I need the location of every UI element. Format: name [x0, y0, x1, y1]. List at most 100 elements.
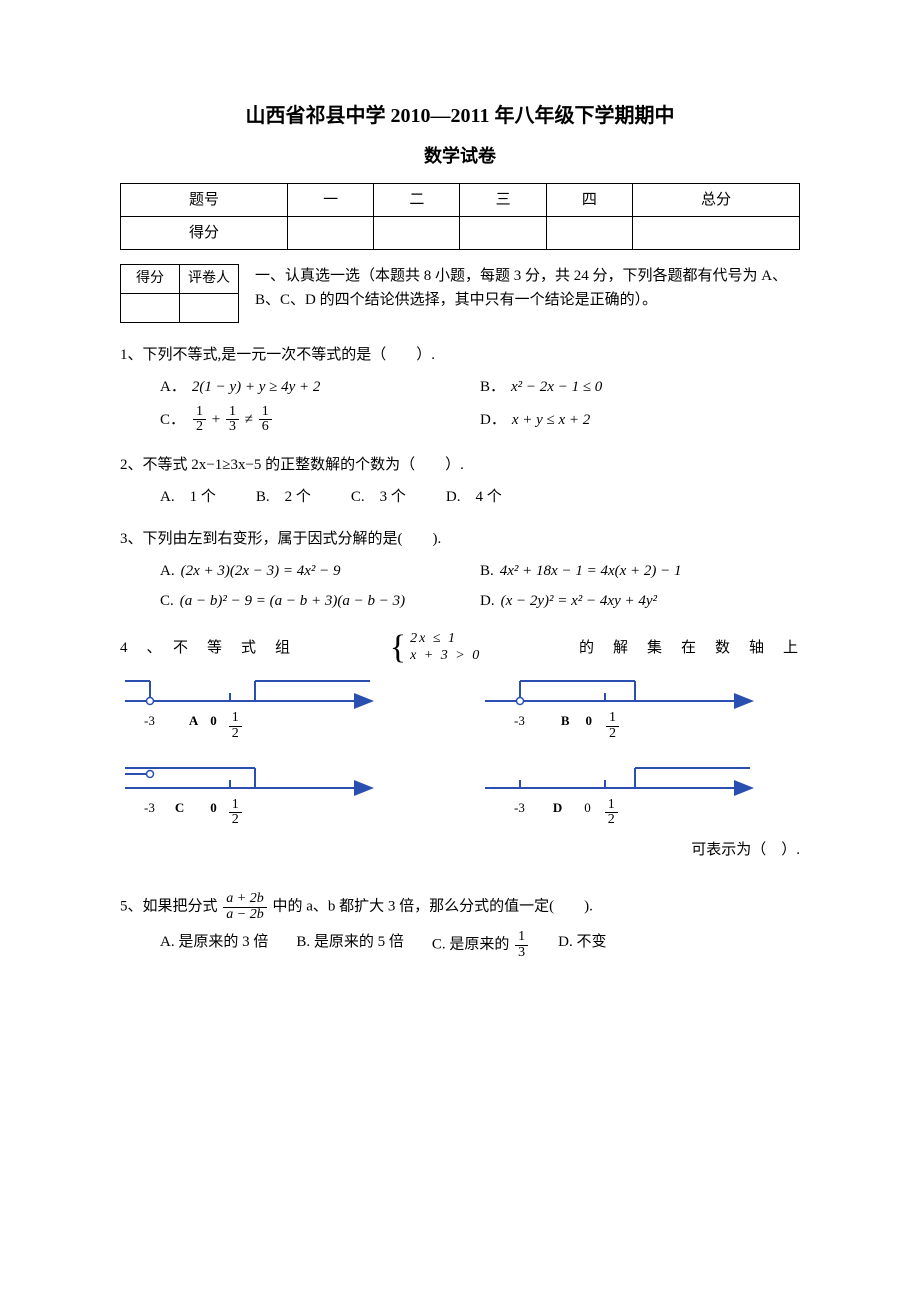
- question-3-options: A. (2x + 3)(2x − 3) = 4x² − 9 B. 4x² + 1…: [160, 559, 800, 613]
- option-math: 4x² + 18x − 1 = 4x(x + 2) − 1: [500, 559, 682, 583]
- grader-cell: 评卷人: [180, 264, 239, 293]
- option-a: A. 1 个: [160, 485, 216, 509]
- question-2-options: A. 1 个 B. 2 个 C. 3 个 D. 4 个: [160, 485, 800, 509]
- tick-label: 0: [584, 798, 591, 828]
- number-line-icon: [120, 762, 380, 800]
- score-cell: [374, 216, 460, 249]
- option-c: C. 3 个: [351, 485, 406, 509]
- q4-right: 的 解 集 在 数 轴 上: [579, 636, 800, 660]
- brace-icon: {: [390, 631, 408, 665]
- question-1-stem: 1、下列不等式,是一元一次不等式的是（ ）.: [120, 343, 800, 367]
- option-letter: C: [175, 798, 184, 828]
- option-label: B．: [480, 375, 505, 399]
- option-c: C. (a − b)² − 9 = (a − b + 3)(a − b − 3): [160, 589, 480, 613]
- number-line-icon: [480, 762, 760, 800]
- question-3-stem: 3、下列由左到右变形，属于因式分解的是( ).: [120, 527, 800, 551]
- grader-cell: [121, 293, 180, 322]
- table-row: 题号 一 二 三 四 总分: [121, 183, 800, 216]
- tick-label: 12: [604, 711, 621, 741]
- option-label: B.: [480, 559, 494, 583]
- tick-label: 0: [586, 711, 593, 741]
- score-header: 题号: [121, 183, 288, 216]
- option-math: (a − b)² − 9 = (a − b + 3)(a − b − 3): [180, 589, 405, 613]
- tick-label: -3: [514, 711, 525, 741]
- tick-label: 0: [210, 798, 217, 828]
- option-letter: B: [561, 711, 570, 741]
- option-b: B． x² − 2x − 1 ≤ 0: [480, 375, 800, 399]
- score-cell: [546, 216, 632, 249]
- tick-label: -3: [144, 711, 155, 741]
- option-label: A．: [160, 375, 186, 399]
- option-c: C. 是原来的 13: [432, 930, 530, 960]
- page-title: 山西省祁县中学 2010—2011 年八年级下学期期中: [120, 100, 800, 132]
- option-c-figure: -3 C 0 12: [120, 762, 440, 828]
- option-d: D. 4 个: [446, 485, 502, 509]
- question-4-stem: 4 、 不 等 式 组 { 2x ≤ 1 x + 3 > 0 的 解 集 在 数…: [120, 631, 800, 665]
- number-line-icon: [120, 675, 380, 713]
- option-d: D. 不变: [558, 930, 606, 960]
- case-line: 2x ≤ 1: [410, 631, 481, 648]
- option-label: D．: [480, 408, 506, 432]
- option-math: x² − 2x − 1 ≤ 0: [511, 375, 602, 399]
- option-b: B. 是原来的 5 倍: [296, 930, 404, 960]
- score-table: 题号 一 二 三 四 总分 得分: [120, 183, 800, 250]
- option-math: x + y ≤ x + 2: [512, 408, 590, 432]
- option-letter: A: [189, 711, 198, 741]
- score-header: 四: [546, 183, 632, 216]
- tick-label: 12: [227, 711, 244, 741]
- question-5-options: A. 是原来的 3 倍 B. 是原来的 5 倍 C. 是原来的 13 D. 不变: [160, 930, 800, 960]
- tick-label: -3: [514, 798, 525, 828]
- score-header: 一: [288, 183, 374, 216]
- option-label: D.: [480, 589, 495, 613]
- score-header: 三: [460, 183, 546, 216]
- grader-cell: [180, 293, 239, 322]
- option-a: A． 2(1 − y) + y ≥ 4y + 2: [160, 375, 480, 399]
- option-d: D. (x − 2y)² = x² − 4xy + 4y²: [480, 589, 800, 613]
- tick-label: 12: [603, 798, 620, 828]
- number-line-icon: [480, 675, 760, 713]
- option-label: C．: [160, 408, 185, 432]
- table-row: 得分 评卷人: [121, 264, 239, 293]
- option-c: C． 12 + 13 ≠ 16: [160, 405, 480, 435]
- q4-cases: { 2x ≤ 1 x + 3 > 0: [390, 631, 481, 665]
- question-5-stem: 5、如果把分式 a + 2b a − 2b 中的 a、b 都扩大 3 倍，那么分…: [120, 892, 800, 922]
- option-math: (2x + 3)(2x − 3) = 4x² − 9: [181, 559, 341, 583]
- question-2-stem: 2、不等式 2x−1≥3x−5 的正整数解的个数为（ ）.: [120, 453, 800, 477]
- option-b: B. 4x² + 18x − 1 = 4x(x + 2) − 1: [480, 559, 800, 583]
- table-row: 得分: [121, 216, 800, 249]
- number-line-options: -3 A 0 12 -3 B 0 12: [120, 675, 800, 828]
- option-b: B. 2 个: [256, 485, 311, 509]
- option-a-figure: -3 A 0 12: [120, 675, 440, 741]
- q4-left: 4 、 不 等 式 组: [120, 636, 292, 660]
- option-math: (x − 2y)² = x² − 4xy + 4y²: [501, 589, 657, 613]
- option-d-figure: -3 D 0 12: [480, 762, 800, 828]
- q5-after: 中的 a、b 都扩大 3 倍，那么分式的值一定( ).: [272, 899, 592, 915]
- question-1-options: A． 2(1 − y) + y ≥ 4y + 2 B． x² − 2x − 1 …: [160, 375, 800, 435]
- option-letter: D: [553, 798, 562, 828]
- option-d: D． x + y ≤ x + 2: [480, 405, 800, 435]
- score-cell: [632, 216, 799, 249]
- score-header: 总分: [632, 183, 799, 216]
- option-math: 2(1 − y) + y ≥ 4y + 2: [192, 375, 321, 399]
- page-subtitle: 数学试卷: [120, 142, 800, 171]
- tick-label: 0: [210, 711, 217, 741]
- score-cell: [288, 216, 374, 249]
- score-cell: [460, 216, 546, 249]
- score-header: 二: [374, 183, 460, 216]
- tick-label: -3: [144, 798, 155, 828]
- score-cell: 得分: [121, 216, 288, 249]
- option-a: A. (2x + 3)(2x − 3) = 4x² − 9: [160, 559, 480, 583]
- tick-label: 12: [227, 798, 244, 828]
- case-line: x + 3 > 0: [410, 648, 481, 665]
- table-row: [121, 293, 239, 322]
- q5-fraction: a + 2b a − 2b: [223, 892, 266, 922]
- section-intro: 一、认真选一选（本题共 8 小题，每题 3 分，共 24 分，下列各题都有代号为…: [255, 264, 800, 312]
- option-math: 12 + 13 ≠ 16: [191, 405, 274, 435]
- option-a: A. 是原来的 3 倍: [160, 930, 268, 960]
- option-b-figure: -3 B 0 12: [480, 675, 800, 741]
- option-label: C.: [160, 589, 174, 613]
- option-label: A.: [160, 559, 175, 583]
- grader-table: 得分 评卷人: [120, 264, 239, 323]
- q5-before: 5、如果把分式: [120, 899, 218, 915]
- grader-cell: 得分: [121, 264, 180, 293]
